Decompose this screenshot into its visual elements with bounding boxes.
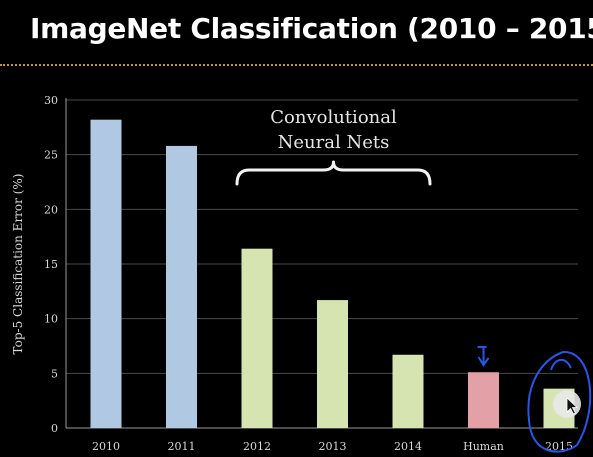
hand-drawn-circle-icon <box>527 350 592 453</box>
y-tick-label: 20 <box>44 203 58 216</box>
bar-2014 <box>392 354 424 428</box>
cnn-annotation: Convolutional Neural Nets <box>235 107 432 186</box>
cursor-arrow-icon <box>566 397 579 415</box>
y-tick-label: 5 <box>51 367 58 380</box>
curly-brace <box>235 160 432 186</box>
y-tick-label: 0 <box>51 422 58 435</box>
y-tick-label: 10 <box>44 313 58 326</box>
x-tick-label: 2014 <box>394 440 422 453</box>
bars <box>90 119 575 429</box>
y-axis-label: Top-5 Classification Error (%) <box>11 174 25 355</box>
x-tick-label: 2013 <box>319 440 347 453</box>
mouse-cursor <box>553 390 581 418</box>
x-tick-label: 2010 <box>92 440 120 453</box>
annotation-line-1: Convolutional <box>270 107 397 128</box>
handwritten-annotations <box>477 346 592 453</box>
x-tick-label: Human <box>463 440 504 453</box>
y-tick-labels: 0 5 10 15 20 25 30 <box>44 94 58 435</box>
x-tick-labels: 2010 2011 2012 2013 2014 Human 2015 <box>92 440 573 453</box>
bar-2011 <box>166 145 197 429</box>
bar-2012 <box>241 248 273 428</box>
annotation-line-2: Neural Nets <box>278 132 390 153</box>
title-divider <box>0 64 593 66</box>
hand-drawn-arrow-icon <box>477 346 490 367</box>
x-tick-label: 2011 <box>168 440 196 453</box>
y-tick-label: 15 <box>44 258 58 271</box>
x-tick-label: 2012 <box>243 440 271 453</box>
bar-human <box>468 372 499 428</box>
y-tick-label: 30 <box>44 94 58 107</box>
bar-2013 <box>317 300 348 428</box>
y-tick-label: 25 <box>44 149 58 162</box>
slide-title: ImageNet Classification (2010 – 2015) <box>30 12 593 45</box>
bar-2010 <box>90 119 122 429</box>
